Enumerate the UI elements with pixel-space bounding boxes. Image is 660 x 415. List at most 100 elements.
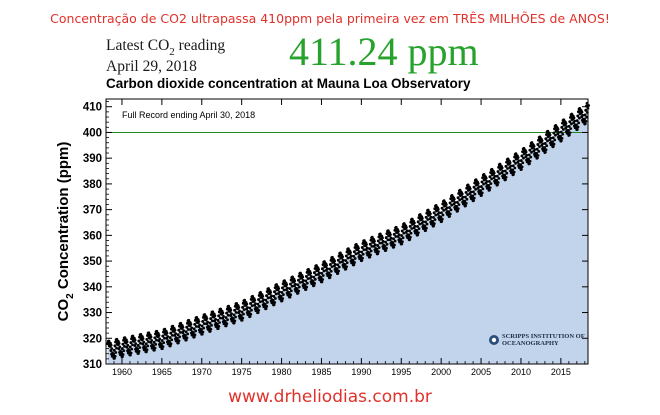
data-point: [457, 192, 461, 195]
data-point: [264, 298, 268, 302]
data-point: [303, 283, 307, 287]
data-point: [282, 293, 285, 296]
data-point: [209, 327, 213, 331]
data-point: [551, 136, 555, 140]
data-point: [424, 220, 427, 224]
data-point: [576, 110, 580, 114]
data-point: [434, 213, 438, 217]
data-point: [321, 274, 325, 277]
data-point: [116, 343, 120, 347]
data-point: [369, 253, 372, 257]
data-point: [408, 224, 412, 228]
data-point: [472, 185, 476, 189]
data-point: [112, 352, 116, 356]
data-point: [320, 267, 324, 271]
data-point: [396, 231, 399, 234]
data-point: [207, 325, 211, 329]
data-point: [215, 324, 219, 328]
data-point: [451, 198, 455, 202]
data-point: [535, 147, 539, 151]
data-point: [232, 321, 236, 325]
data-point: [489, 171, 493, 174]
data-point: [372, 240, 376, 244]
y-tick-label: 350: [83, 256, 102, 268]
data-point: [293, 284, 296, 288]
data-point: [131, 343, 134, 347]
data-point: [184, 338, 188, 342]
data-point: [407, 233, 411, 237]
data-point: [487, 184, 491, 187]
data-point: [504, 164, 508, 168]
data-point: [499, 164, 503, 168]
data-point: [247, 310, 251, 314]
data-point: [169, 344, 172, 348]
data-point: [416, 225, 419, 228]
data-point: [255, 306, 259, 310]
data-point: [374, 250, 378, 254]
data-point: [233, 308, 237, 312]
data-point: [505, 171, 509, 175]
data-point: [536, 156, 539, 160]
data-point: [475, 179, 479, 183]
data-point: [443, 200, 447, 204]
data-point: [370, 245, 374, 248]
data-point: [155, 338, 158, 342]
data-point: [441, 202, 445, 206]
data-point: [435, 205, 439, 209]
data-point: [456, 207, 460, 210]
data-point: [529, 155, 533, 159]
data-point: [478, 191, 482, 195]
data-point: [128, 345, 132, 349]
data-point: [243, 300, 247, 304]
data-point: [583, 113, 587, 117]
data-point: [483, 177, 487, 181]
data-point: [113, 354, 117, 358]
data-point: [292, 280, 296, 284]
x-tick-label: 1995: [391, 367, 411, 377]
x-tick-label: 1985: [311, 367, 331, 377]
data-point: [559, 130, 563, 134]
data-point: [382, 246, 386, 250]
data-point: [449, 197, 453, 201]
data-point: [236, 307, 240, 311]
data-point: [495, 174, 499, 178]
data-point: [318, 278, 322, 282]
data-point: [474, 188, 477, 191]
data-point: [480, 193, 483, 197]
data-point: [567, 129, 570, 132]
data-point: [210, 319, 214, 323]
data-point: [290, 289, 293, 293]
data-point: [419, 214, 423, 218]
data-point: [433, 222, 436, 225]
data-point: [435, 208, 439, 212]
data-point: [115, 346, 118, 350]
data-point: [387, 230, 391, 234]
data-point: [547, 134, 551, 138]
data-point: [192, 335, 196, 339]
data-point: [308, 276, 312, 280]
data-point: [548, 138, 552, 142]
data-point: [462, 202, 466, 206]
data-point: [430, 222, 434, 226]
data-point: [523, 151, 527, 155]
data-point: [579, 111, 583, 115]
data-point: [314, 273, 318, 277]
data-point: [266, 296, 270, 300]
data-point: [252, 299, 256, 303]
data-point: [227, 306, 231, 310]
data-point: [241, 305, 245, 309]
data-point: [248, 306, 252, 310]
data-point: [577, 121, 581, 125]
data-point: [466, 193, 469, 196]
data-point: [338, 261, 342, 264]
data-point: [489, 182, 493, 185]
data-point: [289, 293, 293, 297]
data-point: [312, 275, 316, 279]
data-point: [576, 128, 579, 131]
data-point: [482, 182, 485, 186]
y-axis-label: CO2 Concentration (ppm): [55, 142, 76, 322]
data-point: [410, 227, 414, 230]
data-point: [464, 202, 468, 205]
data-point: [164, 332, 168, 336]
data-point: [322, 269, 326, 273]
